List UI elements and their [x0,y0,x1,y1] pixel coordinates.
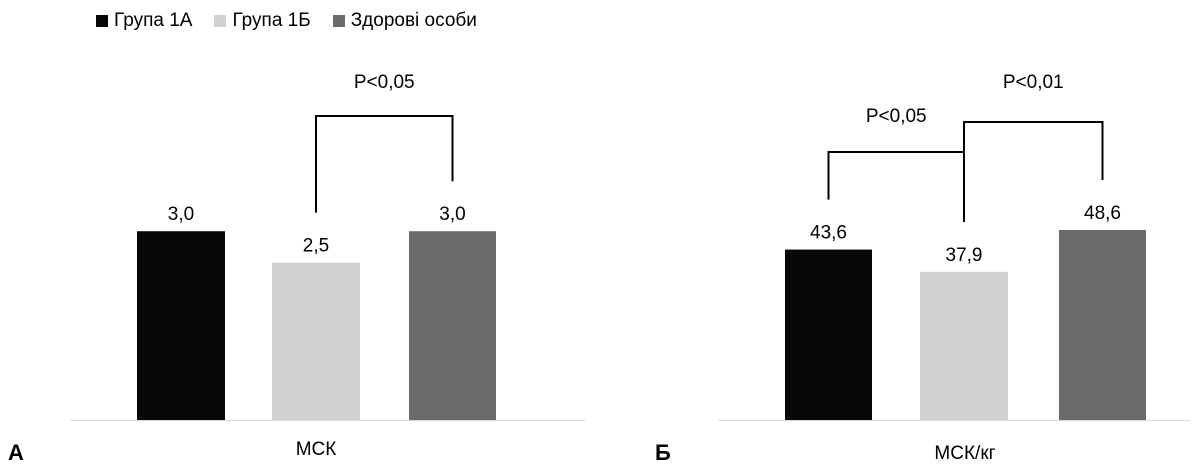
panel-b-bar-healthy [1059,230,1146,420]
legend-item-group-1a: Група 1А [96,10,192,32]
chart-legend: Група 1А Група 1Б Здорові особи [96,9,499,33]
panel-b-bar-group-1b [920,271,1008,420]
panel-b-significance-bracket-2 [963,121,1104,222]
panel-a-x-axis-label: МСК [296,439,337,460]
panel-b-value-label-healthy: 48,6 [1084,203,1121,224]
panel-a-significance-bracket-1 [315,115,454,213]
legend-label-group-1b: Група 1Б [232,10,311,31]
panel-b-significance-label-2: P<0,01 [1003,72,1064,93]
panel-b-value-label-group-1a: 43,6 [810,223,847,244]
panel-b-bar-group-1a [785,249,872,420]
legend-swatch-group-1a [96,15,108,27]
panel-b-letter: Б [655,440,671,465]
panel-b-value-label-group-1b: 37,9 [946,245,983,266]
panel-b-significance-label-1: P<0,05 [866,106,927,127]
panel-a-value-label-healthy: 3,0 [439,204,465,225]
legend-label-healthy: Здорові особи [350,10,477,31]
panel-a-bar-group-1b [272,262,360,420]
legend-item-group-1b: Група 1Б [214,10,311,32]
legend-swatch-healthy [332,15,345,27]
panel-a-value-label-group-1a: 3,0 [168,204,194,225]
panel-b-significance-bracket-1 [827,151,965,222]
panel-a-value-label-group-1b: 2,5 [303,236,329,257]
legend-item-healthy: Здорові особи [332,10,477,32]
panel-a-significance-label-1: P<0,05 [354,72,415,93]
panel-a-bar-group-1a [137,231,225,420]
panel-a-letter: А [8,440,24,465]
legend-swatch-group-1b [214,15,227,27]
legend-label-group-1a: Група 1А [114,10,193,31]
panel-b-x-axis-label: МСК/кг [934,443,995,464]
panel-a-bar-healthy [409,231,496,420]
